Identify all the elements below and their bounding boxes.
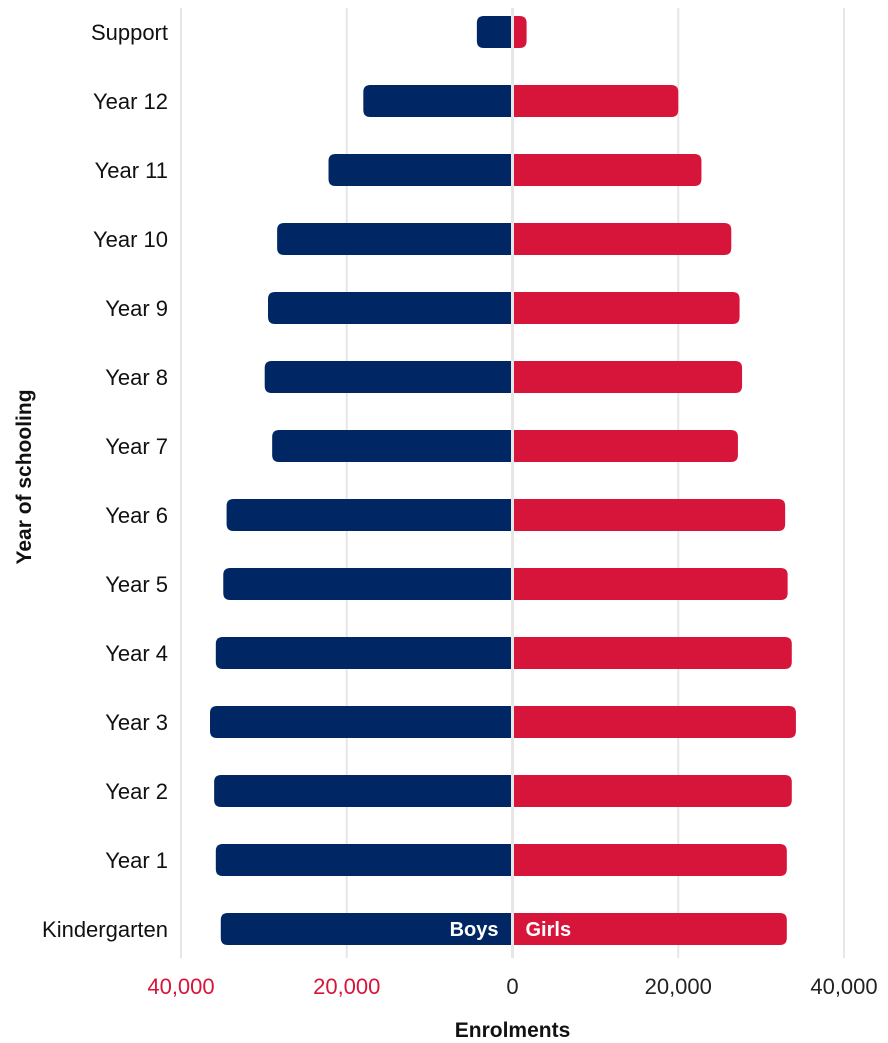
category-label: Year 2 — [105, 779, 168, 804]
bar-girls-year-10 — [512, 223, 732, 255]
category-label: Year 6 — [105, 503, 168, 528]
bar-boys-year-10 — [277, 223, 513, 255]
bar-girls-year-1 — [512, 844, 787, 876]
bar-girls-kindergarten — [512, 913, 787, 945]
category-label: Year 3 — [105, 710, 168, 735]
bar-boys-year-8 — [264, 361, 513, 393]
tick-labels: 40,000 20,000 0 20,000 40,000 — [147, 974, 877, 999]
category-label: Support — [91, 20, 168, 45]
category-label: Year 7 — [105, 434, 168, 459]
bars: Boys Girls — [210, 16, 796, 945]
bar-boys-year-3 — [210, 706, 513, 738]
tick-label: 40,000 — [147, 974, 214, 999]
category-label: Year 8 — [105, 365, 168, 390]
bar-girls-year-6 — [512, 499, 786, 531]
tick-label: 40,000 — [810, 974, 877, 999]
category-labels: Support Year 12 Year 11 Year 10 Year 9 Year 8… — [42, 20, 168, 942]
category-label: Year 5 — [105, 572, 168, 597]
bar-boys-year-9 — [268, 292, 513, 324]
bar-boys-year-11 — [328, 154, 513, 186]
bar-girls-year-3 — [512, 706, 796, 738]
bar-girls-year-11 — [512, 154, 702, 186]
bar-boys-year-6 — [226, 499, 513, 531]
bar-girls-year-4 — [512, 637, 792, 669]
x-axis-title: Enrolments — [455, 1019, 571, 1042]
y-axis-title: Year of schooling — [13, 389, 36, 564]
bar-boys-year-1 — [215, 844, 513, 876]
category-label: Year 11 — [95, 158, 168, 183]
category-label: Kindergarten — [42, 917, 168, 942]
category-label: Year 4 — [105, 641, 168, 666]
bar-girls-support — [512, 16, 527, 48]
bar-girls-year-5 — [512, 568, 788, 600]
tick-label: 20,000 — [313, 974, 380, 999]
bar-boys-year-12 — [363, 85, 513, 117]
bar-girls-year-8 — [512, 361, 743, 393]
category-label: Year 9 — [105, 296, 168, 321]
bar-girls-year-12 — [512, 85, 679, 117]
tick-label: 20,000 — [645, 974, 712, 999]
category-label: Year 12 — [93, 89, 168, 114]
bar-girls-year-9 — [512, 292, 740, 324]
bar-girls-year-7 — [512, 430, 738, 462]
category-label: Year 10 — [93, 227, 168, 252]
bar-boys-year-4 — [215, 637, 513, 669]
bar-boys-support — [476, 16, 513, 48]
series-label-boys: Boys — [450, 919, 499, 941]
tick-label: 0 — [506, 974, 518, 999]
bar-boys-year-7 — [272, 430, 513, 462]
bar-girls-year-2 — [512, 775, 792, 807]
bar-boys-year-2 — [214, 775, 513, 807]
bar-boys-year-5 — [223, 568, 513, 600]
bar-boys-kindergarten — [220, 913, 513, 945]
category-label: Year 1 — [105, 848, 168, 873]
series-label-girls: Girls — [526, 919, 572, 941]
